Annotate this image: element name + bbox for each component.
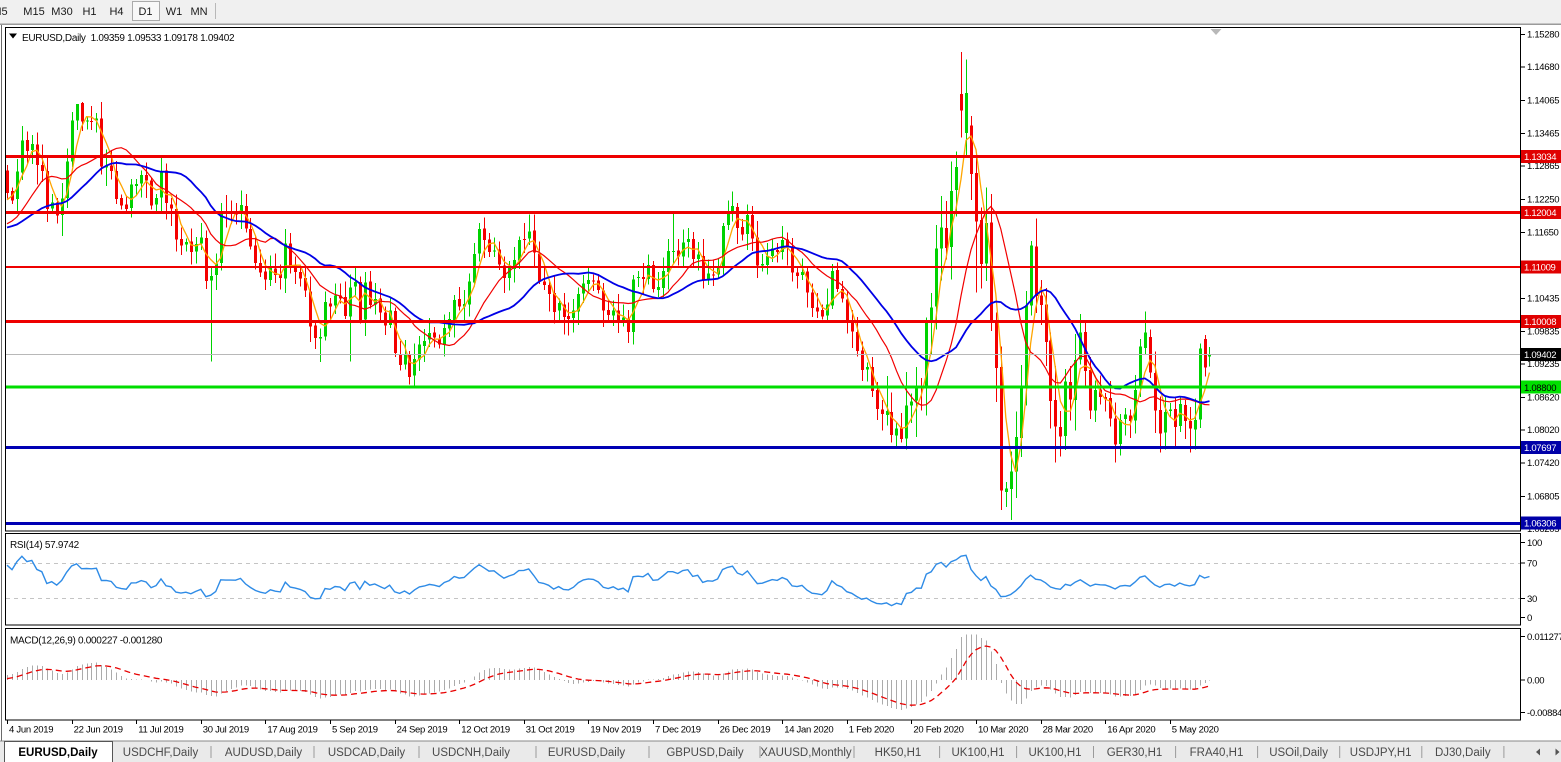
svg-text:30 Jul 2019: 30 Jul 2019 xyxy=(203,725,249,736)
svg-text:UK100,H1: UK100,H1 xyxy=(951,747,1004,759)
svg-text:4 Jun 2019: 4 Jun 2019 xyxy=(9,725,53,736)
svg-text:31 Oct 2019: 31 Oct 2019 xyxy=(526,725,575,736)
svg-text:1.15280: 1.15280 xyxy=(1527,30,1559,41)
svg-text:EURUSD,Daily: EURUSD,Daily xyxy=(548,747,626,759)
svg-text:17 Aug 2019: 17 Aug 2019 xyxy=(267,725,317,736)
svg-text:USOil,Daily: USOil,Daily xyxy=(1269,747,1328,759)
svg-text:W1: W1 xyxy=(166,6,183,18)
svg-text:XAUUSD,Monthly: XAUUSD,Monthly xyxy=(760,747,852,759)
svg-text:1.12865: 1.12865 xyxy=(1527,161,1559,172)
svg-text:USDCAD,Daily: USDCAD,Daily xyxy=(328,747,406,759)
svg-text:22 Jun 2019: 22 Jun 2019 xyxy=(74,725,123,736)
svg-text:H1: H1 xyxy=(82,6,96,18)
svg-text:M15: M15 xyxy=(23,6,44,18)
svg-text:1.07697: 1.07697 xyxy=(1524,443,1556,454)
svg-text:1.08020: 1.08020 xyxy=(1527,425,1559,436)
svg-text:20 Feb 2020: 20 Feb 2020 xyxy=(913,725,963,736)
svg-text:USDJPY,H1: USDJPY,H1 xyxy=(1350,747,1412,759)
svg-text:1.09235: 1.09235 xyxy=(1527,359,1559,370)
svg-text:1.10008: 1.10008 xyxy=(1524,317,1556,328)
svg-text:11 Jul 2019: 11 Jul 2019 xyxy=(138,725,183,736)
svg-text:24 Sep 2019: 24 Sep 2019 xyxy=(397,725,448,736)
svg-text:AUDUSD,Daily: AUDUSD,Daily xyxy=(225,747,303,759)
svg-text:14 Jan 2020: 14 Jan 2020 xyxy=(784,725,833,736)
svg-text:1.11009: 1.11009 xyxy=(1524,262,1556,273)
svg-text:UK100,H1: UK100,H1 xyxy=(1028,747,1081,759)
svg-text:GER30,H1: GER30,H1 xyxy=(1107,747,1163,759)
svg-text:1.08800: 1.08800 xyxy=(1524,383,1556,394)
svg-text:30: 30 xyxy=(1527,594,1537,605)
svg-text:M5: M5 xyxy=(0,6,8,18)
svg-text:1.07420: 1.07420 xyxy=(1527,458,1559,469)
svg-text:1.14065: 1.14065 xyxy=(1527,96,1559,107)
svg-text:MN: MN xyxy=(190,6,207,18)
svg-text:HK50,H1: HK50,H1 xyxy=(875,747,922,759)
svg-text:100: 100 xyxy=(1527,538,1542,549)
svg-text:H4: H4 xyxy=(109,6,123,18)
svg-text:1.06805: 1.06805 xyxy=(1527,491,1559,502)
svg-text:28 Mar 2020: 28 Mar 2020 xyxy=(1043,725,1093,736)
svg-text:D1: D1 xyxy=(138,6,152,18)
svg-text:26 Dec 2019: 26 Dec 2019 xyxy=(720,725,771,736)
svg-text:RSI(14) 57.9742: RSI(14) 57.9742 xyxy=(10,540,80,551)
svg-text:USDCNH,Daily: USDCNH,Daily xyxy=(432,747,510,759)
svg-text:70: 70 xyxy=(1527,559,1537,570)
svg-text:1.11650: 1.11650 xyxy=(1527,227,1559,238)
svg-text:7 Dec 2019: 7 Dec 2019 xyxy=(655,725,701,736)
svg-text:USDCHF,Daily: USDCHF,Daily xyxy=(123,747,199,759)
svg-text:1.13034: 1.13034 xyxy=(1524,152,1556,163)
svg-text:M30: M30 xyxy=(51,6,72,18)
svg-text:0: 0 xyxy=(1527,613,1532,624)
svg-text:1.13465: 1.13465 xyxy=(1527,128,1559,139)
svg-text:1.09402: 1.09402 xyxy=(1524,350,1556,361)
svg-text:GBPUSD,Daily: GBPUSD,Daily xyxy=(666,747,744,759)
svg-text:19 Nov 2019: 19 Nov 2019 xyxy=(590,725,641,736)
svg-text:DJ30,Daily: DJ30,Daily xyxy=(1435,747,1491,759)
svg-text:1.09835: 1.09835 xyxy=(1527,326,1559,337)
svg-text:1.10435: 1.10435 xyxy=(1527,294,1559,305)
svg-text:1 Feb 2020: 1 Feb 2020 xyxy=(849,725,894,736)
svg-text:-0.00884: -0.00884 xyxy=(1527,708,1561,719)
svg-text:16 Apr 2020: 16 Apr 2020 xyxy=(1107,725,1155,736)
svg-text:FRA40,H1: FRA40,H1 xyxy=(1190,747,1244,759)
svg-text:1.08620: 1.08620 xyxy=(1527,393,1559,404)
svg-text:0.00: 0.00 xyxy=(1527,676,1544,687)
svg-text:EURUSD,Daily: EURUSD,Daily xyxy=(18,747,98,759)
svg-text:EURUSD,Daily 1.09359 1.09533: EURUSD,Daily 1.09359 1.09533 1.09178 1.0… xyxy=(22,33,235,44)
svg-text:1.06306: 1.06306 xyxy=(1524,519,1556,530)
svg-text:12 Oct 2019: 12 Oct 2019 xyxy=(461,725,510,736)
svg-text:MACD(12,26,9) 0.000227 -0.0012: MACD(12,26,9) 0.000227 -0.001280 xyxy=(10,636,163,647)
svg-text:0.011277: 0.011277 xyxy=(1527,632,1561,643)
svg-text:1.12004: 1.12004 xyxy=(1524,208,1556,219)
svg-text:1.12250: 1.12250 xyxy=(1527,195,1559,206)
svg-text:5 Sep 2019: 5 Sep 2019 xyxy=(332,725,378,736)
svg-text:10 Mar 2020: 10 Mar 2020 xyxy=(978,725,1028,736)
svg-text:1.14680: 1.14680 xyxy=(1527,62,1559,73)
svg-text:5 May 2020: 5 May 2020 xyxy=(1172,725,1219,736)
